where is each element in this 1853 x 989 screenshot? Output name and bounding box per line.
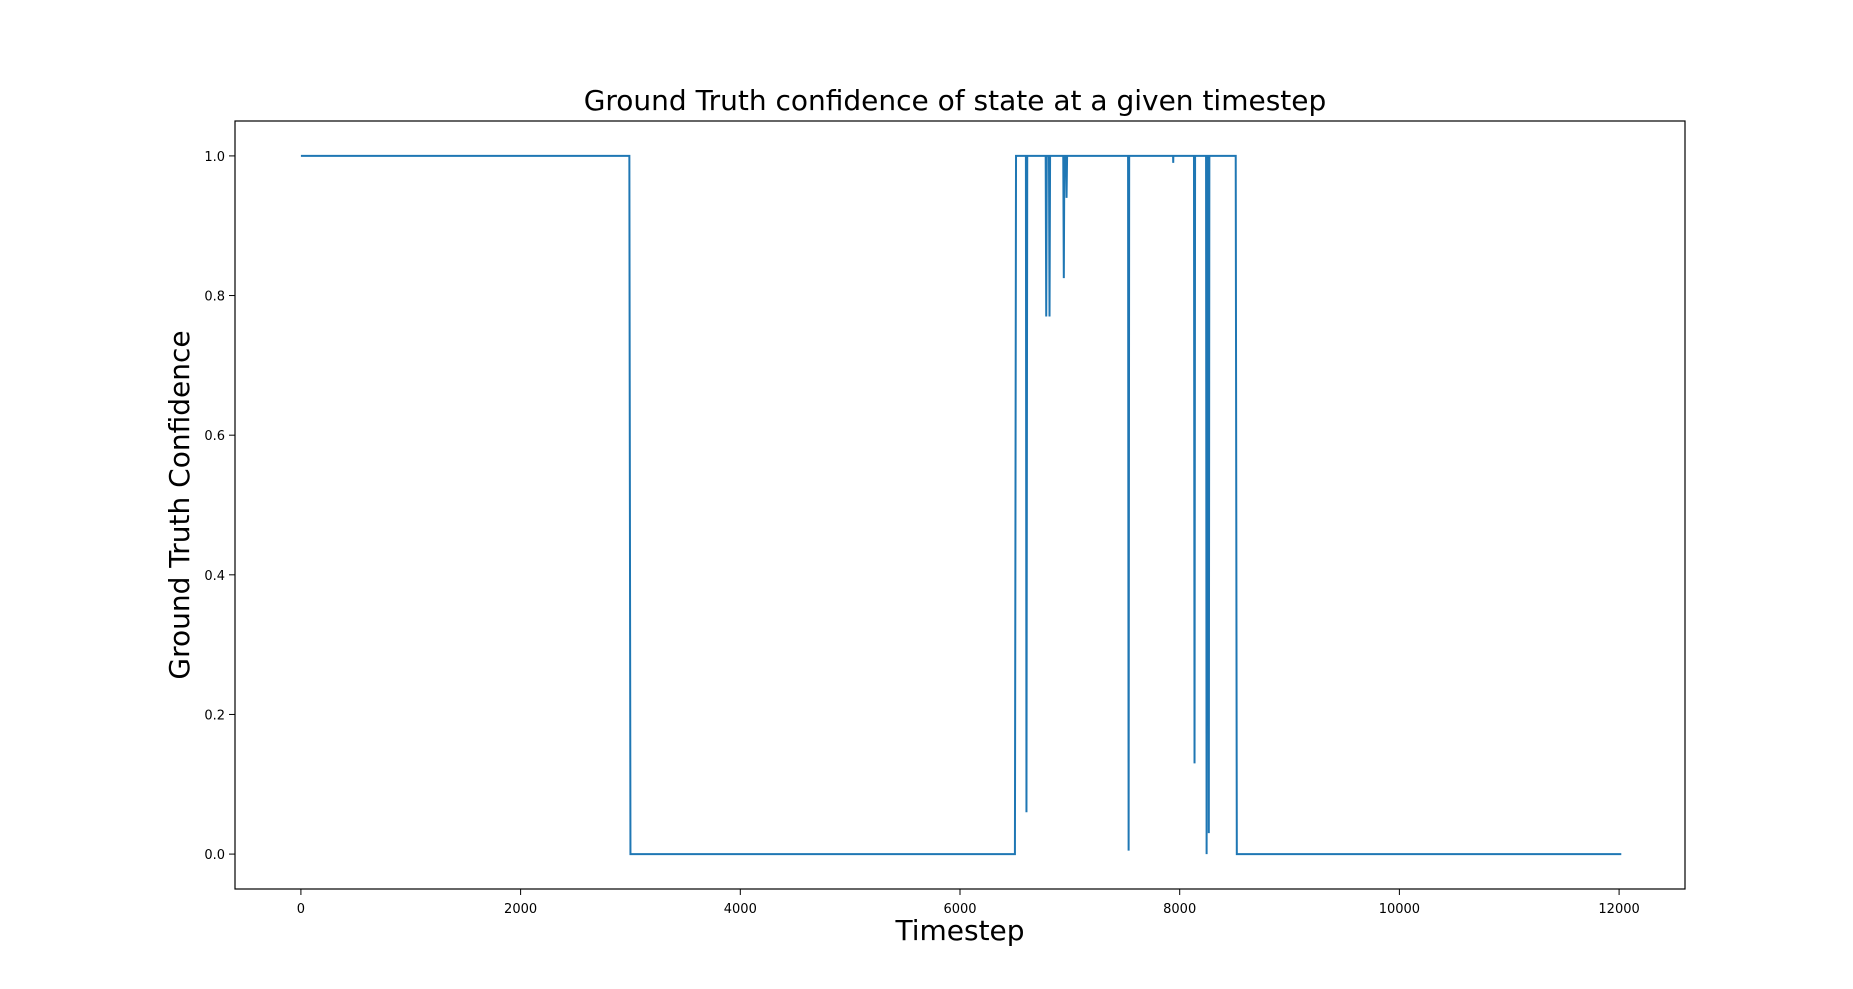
y-tick-label: 0.2 (204, 708, 225, 723)
x-axis-ticks: 0 2000 4000 6000 8000 10000 12000 (297, 889, 1640, 917)
x-tick-label: 12000 (1598, 902, 1639, 917)
x-tick-label: 0 (297, 902, 305, 917)
y-axis-label: Ground Truth Confidence (163, 330, 196, 679)
x-tick-label: 6000 (943, 902, 976, 917)
x-tick-label: 2000 (504, 902, 537, 917)
y-tick-label: 0.8 (204, 290, 225, 305)
x-tick-label: 4000 (724, 902, 757, 917)
y-axis-ticks: 0.0 0.2 0.4 0.6 0.8 1.0 (204, 150, 235, 863)
chart-title: Ground Truth confidence of state at a gi… (584, 84, 1327, 117)
series-line (300, 154, 1622, 856)
x-axis-label: Timestep (894, 914, 1024, 947)
x-tick-label: 10000 (1379, 902, 1420, 917)
plot-area-frame (234, 120, 1686, 890)
y-tick-label: 0.4 (204, 569, 225, 584)
y-tick-label: 1.0 (204, 150, 225, 165)
series-layer (300, 154, 1622, 856)
y-tick-label: 0.0 (204, 848, 225, 863)
y-tick-label: 0.6 (204, 429, 225, 444)
x-tick-label: 8000 (1163, 902, 1196, 917)
